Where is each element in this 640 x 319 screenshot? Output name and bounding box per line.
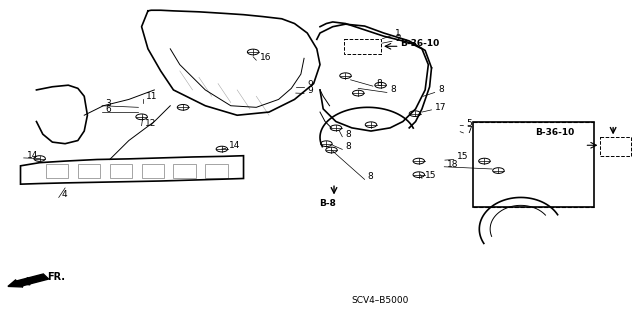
Text: FR.: FR. bbox=[47, 271, 65, 281]
Bar bbox=[46, 164, 68, 178]
Text: 17: 17 bbox=[435, 103, 446, 112]
Bar bbox=[205, 164, 228, 178]
Text: B-36-10: B-36-10 bbox=[536, 128, 575, 137]
Text: 8: 8 bbox=[438, 85, 444, 94]
FancyArrow shape bbox=[8, 274, 49, 287]
Text: 2: 2 bbox=[395, 34, 401, 43]
Text: 11: 11 bbox=[146, 92, 157, 101]
Bar bbox=[173, 164, 196, 178]
Text: 12: 12 bbox=[145, 119, 156, 128]
Text: 15: 15 bbox=[425, 171, 436, 181]
Text: 4: 4 bbox=[62, 190, 68, 199]
Text: 8: 8 bbox=[376, 79, 382, 88]
Text: 9: 9 bbox=[307, 86, 313, 95]
Text: 8: 8 bbox=[368, 172, 374, 182]
Text: 8: 8 bbox=[390, 85, 396, 94]
Bar bbox=[141, 164, 164, 178]
Text: 9: 9 bbox=[307, 80, 313, 89]
Text: B-8: B-8 bbox=[319, 199, 335, 208]
Text: B-36-10: B-36-10 bbox=[400, 39, 440, 48]
Text: 8: 8 bbox=[346, 130, 351, 139]
Bar bbox=[78, 164, 100, 178]
Text: SCV4–B5000: SCV4–B5000 bbox=[352, 296, 409, 305]
Text: 7: 7 bbox=[467, 126, 472, 135]
Text: 14: 14 bbox=[229, 141, 240, 150]
Text: 8: 8 bbox=[346, 142, 351, 151]
Text: 18: 18 bbox=[447, 160, 459, 169]
Text: 3: 3 bbox=[105, 99, 111, 108]
Text: 15: 15 bbox=[457, 152, 468, 161]
Text: 14: 14 bbox=[27, 151, 38, 160]
Bar bbox=[109, 164, 132, 178]
Text: 16: 16 bbox=[259, 53, 271, 62]
Text: 6: 6 bbox=[105, 105, 111, 114]
Text: 5: 5 bbox=[467, 119, 472, 128]
Text: 1: 1 bbox=[395, 28, 401, 38]
